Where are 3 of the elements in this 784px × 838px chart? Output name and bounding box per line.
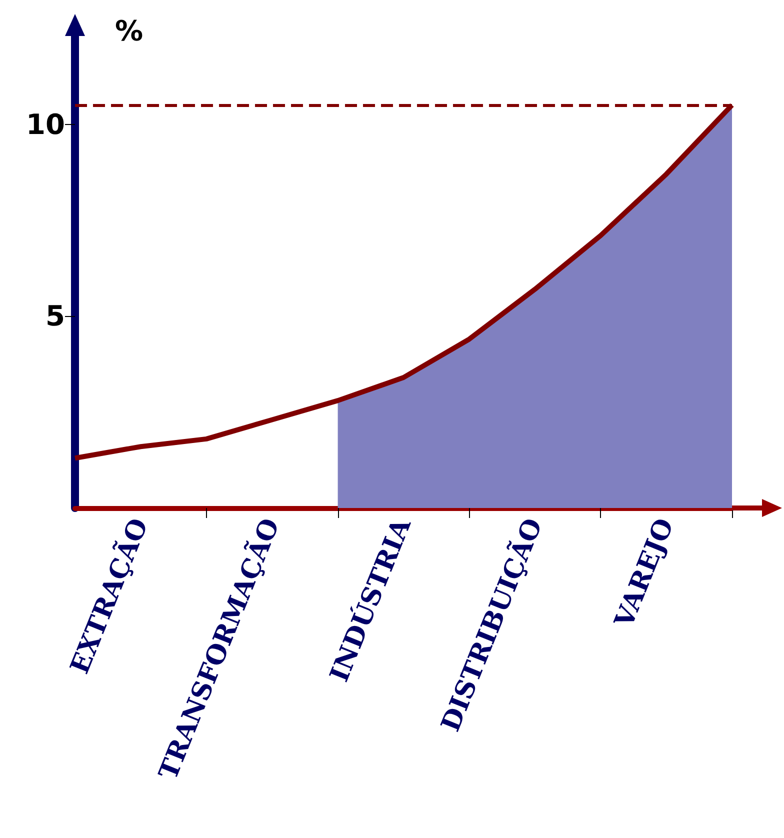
- y-axis-title: %: [115, 14, 144, 48]
- y-tick-label: 10: [26, 108, 65, 141]
- y-tick-label: 5: [46, 300, 65, 333]
